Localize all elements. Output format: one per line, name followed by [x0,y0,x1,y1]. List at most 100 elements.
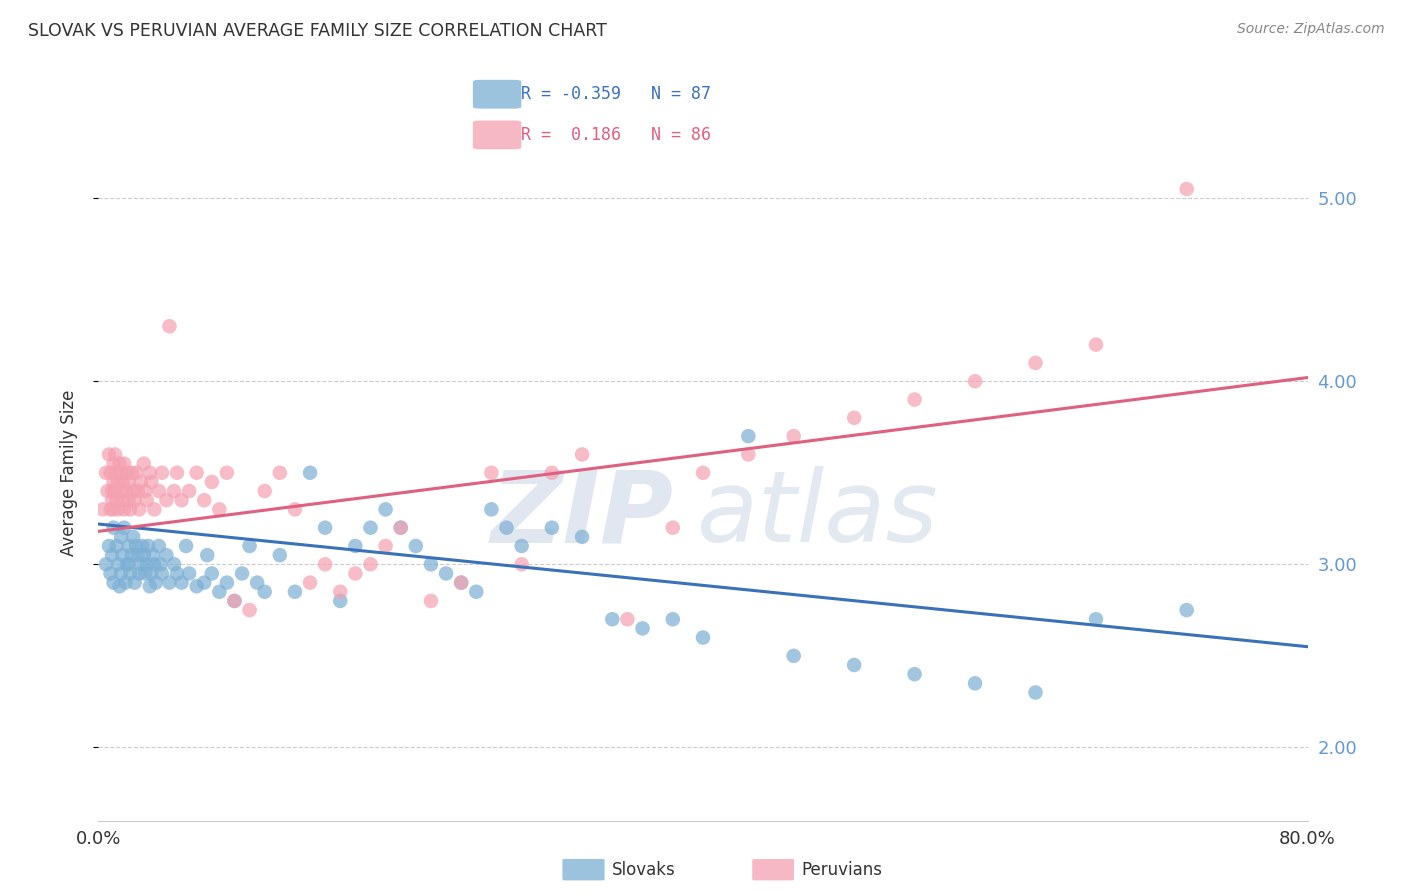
Text: Source: ZipAtlas.com: Source: ZipAtlas.com [1237,22,1385,37]
Point [692,466,714,480]
Point [170,575,193,590]
Point [124,575,146,590]
Point [107,558,129,572]
Point [1175,182,1198,196]
Point [104,447,127,461]
Point [465,584,488,599]
Point [118,493,141,508]
Point [844,658,866,673]
Point [125,466,148,480]
Point [481,466,503,480]
Point [215,466,238,480]
Point [111,475,134,489]
Point [179,566,201,581]
Text: Peruvians: Peruvians [801,861,883,879]
Point [163,558,186,572]
Point [844,410,866,425]
Point [100,466,122,480]
Text: Slovaks: Slovaks [612,861,675,879]
Point [118,558,141,572]
Point [105,539,128,553]
Point [114,575,136,590]
Point [132,457,155,471]
Point [155,493,177,508]
Point [662,612,685,626]
Point [1024,356,1046,370]
Point [253,584,276,599]
Point [101,548,124,562]
Point [495,521,517,535]
Point [118,475,141,489]
Point [120,502,142,516]
Point [135,558,157,572]
Point [284,584,307,599]
Point [239,539,262,553]
Point [344,539,367,553]
Point [159,575,181,590]
Point [111,548,134,562]
Point [103,521,125,535]
Point [284,502,307,516]
Point [134,566,156,581]
Point [904,667,927,681]
Point [314,521,336,535]
Point [112,521,135,535]
Point [131,539,153,553]
Point [571,530,593,544]
Point [149,558,172,572]
Point [420,594,443,608]
Point [112,457,135,471]
Point [170,493,193,508]
Point [224,594,246,608]
Point [120,566,142,581]
Point [1085,612,1108,626]
Point [124,493,146,508]
Point [110,466,132,480]
Point [965,676,987,690]
Point [224,594,246,608]
Point [231,566,253,581]
Point [631,621,654,635]
Point [692,631,714,645]
Point [134,484,156,499]
Point [103,502,125,516]
Point [737,447,759,461]
Point [344,566,367,581]
Point [122,484,145,499]
Point [314,558,336,572]
Point [246,575,269,590]
Point [208,584,231,599]
FancyBboxPatch shape [472,120,522,149]
Point [103,475,125,489]
Point [103,457,125,471]
Point [616,612,638,626]
Point [150,566,173,581]
Point [96,484,118,499]
Point [450,575,472,590]
FancyBboxPatch shape [472,80,522,109]
Point [662,521,685,535]
Point [193,575,215,590]
Point [360,558,382,572]
Point [783,648,806,663]
Point [783,429,806,443]
Point [141,475,163,489]
Text: R = -0.359   N = 87: R = -0.359 N = 87 [522,86,711,103]
Point [145,575,167,590]
Point [166,466,188,480]
Point [510,558,533,572]
Point [110,530,132,544]
Point [128,502,150,516]
Point [1024,685,1046,699]
Point [139,466,162,480]
Point [159,319,181,334]
Point [98,539,121,553]
Point [100,566,122,581]
Point [174,539,197,553]
Point [94,466,117,480]
Point [186,466,208,480]
Point [127,548,149,562]
Point [179,484,201,499]
Text: R =  0.186   N = 86: R = 0.186 N = 86 [522,126,711,144]
Point [101,493,124,508]
